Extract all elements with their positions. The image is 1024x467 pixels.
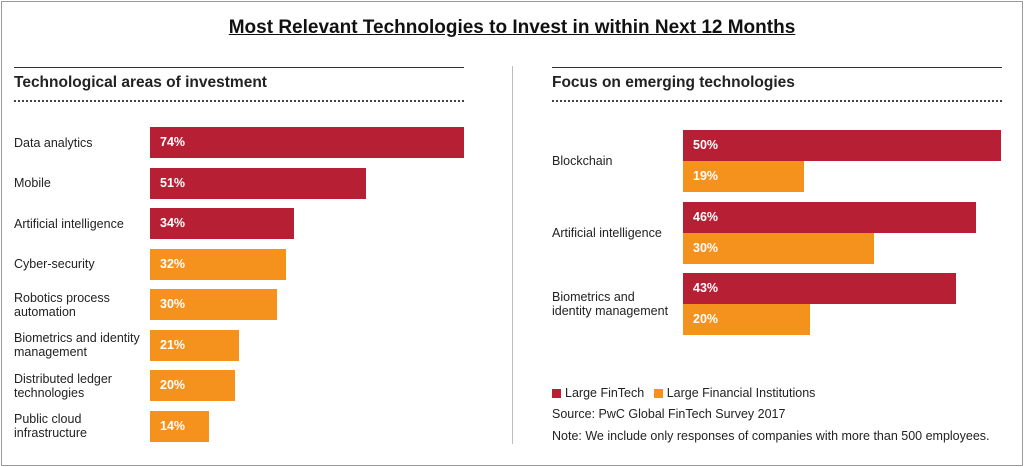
right-bar-biometrics-and-identity-management-large-financial-institutions-value-label: 20% xyxy=(693,312,719,326)
legend-label-large-fintech: Large FinTech xyxy=(565,386,645,400)
left-category-label-biometrics-and-identity-management: Biometrics and identity management xyxy=(14,331,140,359)
right-category-label-biometrics-and-identity-management: Biometrics and identity management xyxy=(552,290,669,318)
right-bar-artificial-intelligence-large-financial-institutions-value-label: 30% xyxy=(693,240,719,255)
left-dotted-rule xyxy=(14,100,464,102)
main-title: Most Relevant Technologies to Invest in … xyxy=(228,17,796,38)
right-top-rule xyxy=(552,67,1002,68)
left-top-rule xyxy=(14,67,464,68)
legend: Large FinTech Large Financial Institutio… xyxy=(552,386,821,401)
left-bar-data-analytics-value-label: 74% xyxy=(160,135,186,149)
right-bar-biometrics-and-identity-management-large-fintech xyxy=(683,273,957,304)
legend-item-large-fintech: Large FinTech xyxy=(552,386,644,400)
left-bar-distributed-ledger-technologies-value-label: 20% xyxy=(160,378,186,392)
left-category-label-public-cloud-infrastructure: Public cloud infrastructure xyxy=(14,412,87,440)
right-category-label-artificial-intelligence: Artificial intelligence xyxy=(552,225,662,240)
left-category-label-artificial-intelligence: Artificial intelligence xyxy=(14,216,124,231)
left-bar-biometrics-and-identity-management xyxy=(150,329,240,361)
legend-swatch-large-fi xyxy=(653,388,663,398)
left-bar-robotics-process-automation xyxy=(150,289,278,320)
right-dotted-rule xyxy=(552,100,1002,102)
left-category-label-data-analytics: Data analytics xyxy=(14,135,93,150)
left-bar-public-cloud-infrastructure xyxy=(150,410,210,442)
left-bar-biometrics-and-identity-management-value-label: 21% xyxy=(160,337,186,352)
right-bar-artificial-intelligence-large-fintech xyxy=(683,201,976,233)
legend-item-large-fi: Large Financial Institutions xyxy=(653,386,816,400)
left-bar-robotics-process-automation-value-label: 30% xyxy=(160,297,186,311)
right-bar-artificial-intelligence-large-fintech-value-label: 46% xyxy=(693,209,719,224)
left-category-label-cyber-security: Cyber-security xyxy=(14,257,95,271)
right-bar-biometrics-and-identity-management-large-fintech-value-label: 43% xyxy=(693,281,719,295)
right-bar-biometrics-and-identity-management-large-financial-institutions xyxy=(683,304,811,335)
legend-swatch-large-fintech xyxy=(552,388,561,398)
right-bar-artificial-intelligence-large-financial-institutions xyxy=(683,232,874,264)
left-bar-mobile xyxy=(150,167,367,199)
left-bar-artificial-intelligence-value-label: 34% xyxy=(160,216,186,230)
panel-divider xyxy=(512,66,513,444)
left-bar-cyber-security-value-label: 32% xyxy=(160,256,186,271)
source-note: Source: PwC Global FinTech Survey 2017 xyxy=(552,407,786,421)
right-bar-blockchain-large-fintech-value-label: 50% xyxy=(693,138,719,152)
left-category-label-mobile: Mobile xyxy=(14,176,51,190)
left-category-label-robotics-process-automation: Robotics process automation xyxy=(14,290,110,319)
left-bar-mobile-value-label: 51% xyxy=(160,175,186,190)
right-panel-title: Focus on emerging technologies xyxy=(552,74,795,91)
left-panel-title: Technological areas of investment xyxy=(14,74,267,91)
left-bar-public-cloud-infrastructure-value-label: 14% xyxy=(160,418,186,433)
right-bar-blockchain-large-financial-institutions xyxy=(683,161,804,192)
right-category-label-blockchain: Blockchain xyxy=(552,154,613,168)
left-bar-data-analytics xyxy=(150,127,464,158)
left-bar-distributed-ledger-technologies xyxy=(150,370,235,401)
left-bar-artificial-intelligence xyxy=(150,208,295,239)
footnote: Note: We include only responses of compa… xyxy=(552,429,990,443)
left-bar-cyber-security xyxy=(150,248,286,280)
right-bar-blockchain-large-financial-institutions-value-label: 19% xyxy=(693,169,719,183)
legend-label-large-fi: Large Financial Institutions xyxy=(666,386,816,400)
left-category-label-distributed-ledger-technologies: Distributed ledger technologies xyxy=(14,371,112,400)
right-bar-blockchain-large-fintech xyxy=(683,130,1001,161)
